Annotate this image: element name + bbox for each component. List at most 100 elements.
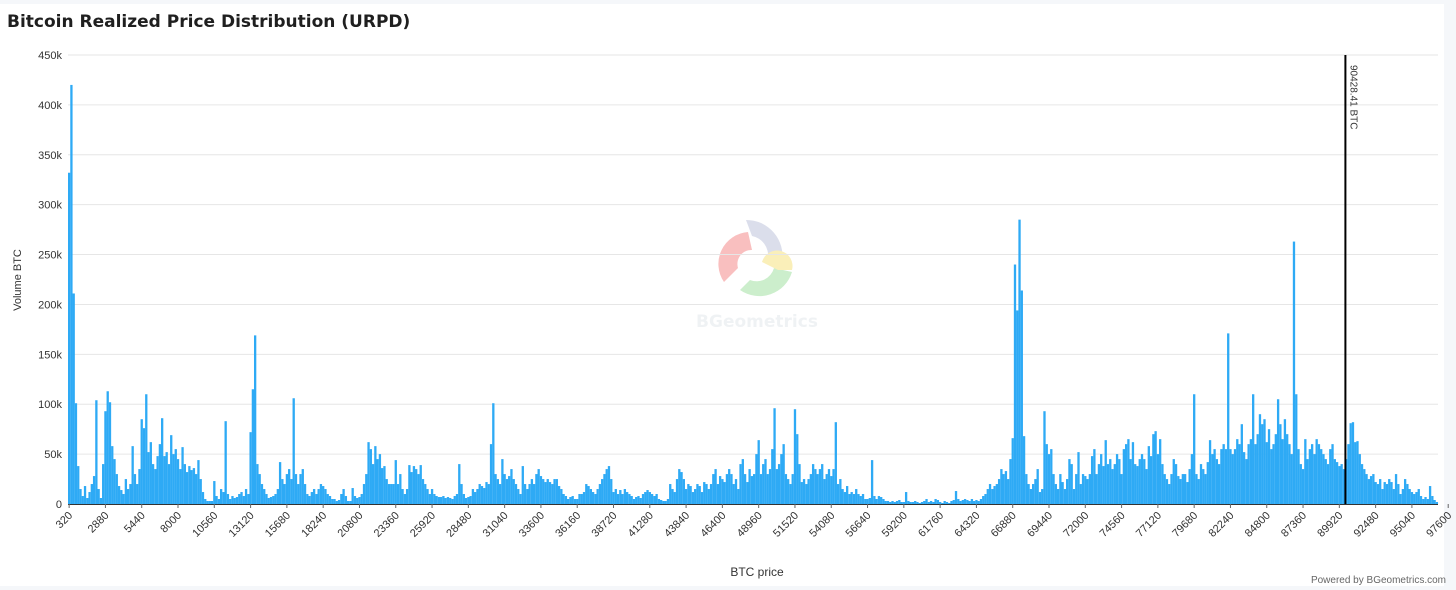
bar [410, 472, 413, 504]
bar [385, 479, 388, 504]
bar [1385, 484, 1389, 504]
bar [1077, 452, 1080, 504]
bar [476, 489, 479, 504]
bar [170, 435, 173, 504]
bar [274, 494, 277, 504]
bar [442, 496, 445, 504]
bar [1222, 444, 1225, 504]
bar [775, 469, 778, 504]
bar [950, 501, 953, 504]
bar [129, 484, 132, 504]
bar [1122, 449, 1126, 504]
x-tick-label: 92480 [1352, 510, 1382, 540]
bar [886, 501, 890, 504]
credits-link[interactable]: Powered by BGeometrics.com [1310, 575, 1446, 586]
bar [1413, 494, 1416, 504]
x-tick-label: 82240 [1207, 510, 1237, 540]
bar [705, 484, 708, 504]
x-axis: 320 2880 5440 8000 10560 13120 15680 18240 20800… [54, 504, 1454, 540]
bar [412, 466, 416, 504]
bar [195, 474, 198, 504]
bar [571, 496, 574, 504]
bar [308, 496, 311, 504]
bar [1274, 434, 1277, 504]
bar [1197, 479, 1200, 504]
bar [691, 492, 695, 504]
watermark-logo-yellow-arc [762, 250, 793, 270]
bar [941, 503, 944, 504]
y-tick-label: 100k [38, 399, 62, 411]
bar [1422, 499, 1425, 504]
bar [637, 496, 640, 504]
bar [283, 484, 286, 504]
bar [285, 474, 289, 504]
bar [83, 486, 87, 504]
bar [811, 464, 815, 504]
bar [1147, 446, 1150, 504]
bar [639, 498, 642, 504]
bar [387, 484, 391, 504]
bar [548, 482, 552, 504]
bar [1152, 434, 1155, 504]
bar [378, 454, 382, 504]
bar [167, 464, 171, 504]
bar [621, 494, 624, 504]
bar [483, 488, 486, 504]
bar [728, 469, 731, 504]
bar [1183, 474, 1187, 504]
x-tick-label: 13120 [227, 510, 257, 540]
bar [142, 428, 146, 504]
bar [598, 484, 602, 504]
bar [1335, 462, 1339, 504]
bar [478, 484, 481, 504]
bar [1399, 494, 1402, 504]
bar [741, 459, 744, 504]
bar [453, 496, 456, 504]
bar [133, 474, 137, 504]
bar [1417, 489, 1420, 504]
bar [943, 501, 946, 504]
bar [1383, 482, 1386, 504]
bar [809, 474, 813, 504]
x-tick-label: 54080 [807, 510, 837, 540]
bar [435, 496, 438, 504]
bar [1320, 449, 1323, 504]
bar [306, 494, 309, 504]
bar [623, 489, 627, 504]
bar [884, 501, 887, 504]
bar [521, 466, 524, 504]
bar [868, 498, 871, 504]
bar [353, 496, 357, 504]
bar [1020, 290, 1023, 504]
x-tick-label: 84800 [1243, 510, 1273, 540]
bar [1276, 399, 1280, 504]
bar [1009, 459, 1012, 504]
bar [1113, 464, 1116, 504]
bar [1272, 444, 1275, 504]
bar [1295, 394, 1298, 504]
x-tick-label: 36160 [553, 510, 583, 540]
bar [1249, 439, 1253, 504]
bar [108, 402, 112, 504]
bar [646, 490, 649, 504]
bar [204, 499, 207, 504]
bar [358, 497, 361, 504]
bar [74, 403, 78, 504]
x-tick-label: 95040 [1388, 510, 1418, 540]
bar [753, 474, 756, 504]
bar [555, 479, 558, 504]
bar [1426, 499, 1429, 504]
y-axis-title: Volume BTC [12, 249, 24, 311]
bar [1109, 459, 1112, 504]
bar [716, 484, 720, 504]
bar [1056, 489, 1060, 504]
bar [498, 484, 502, 504]
bar [660, 500, 663, 504]
bar [1372, 474, 1375, 504]
bar [657, 499, 661, 504]
bar [421, 479, 425, 504]
x-tick-label: 72000 [1061, 510, 1091, 540]
bar [1100, 454, 1103, 504]
bar [852, 494, 856, 504]
bar [1090, 456, 1094, 504]
